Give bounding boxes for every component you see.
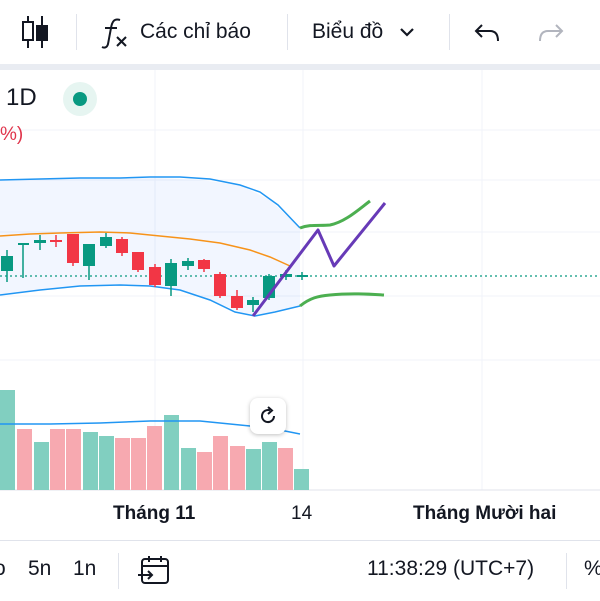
chart-type-label: Biểu đồ [312, 20, 384, 43]
volume-bar [131, 438, 146, 490]
redo-button[interactable] [536, 12, 566, 52]
user-drawn-trend-line[interactable] [251, 202, 387, 317]
bollinger-lower-band [0, 284, 301, 317]
volume-bar [278, 448, 293, 490]
toolbar-separator [449, 14, 450, 50]
candle-up [1, 250, 13, 282]
market-status-indicator[interactable] [63, 82, 97, 116]
volume-bar [99, 436, 114, 490]
volume-bar [246, 449, 261, 490]
volume-bar [230, 446, 245, 490]
chart-grid [0, 70, 600, 490]
candles-chart-type-button[interactable] [20, 12, 50, 52]
volume-bar [181, 448, 196, 490]
range-button-1d[interactable]: 1n [73, 557, 97, 580]
top-toolbar: Các chỉ báo Biểu đồ [0, 0, 600, 64]
percent-scale-toggle[interactable]: % [584, 557, 600, 581]
go-to-date-button[interactable] [138, 553, 172, 592]
volume-bar [262, 442, 277, 490]
time-axis-label: 14 [291, 503, 313, 524]
candlestick-series [1, 233, 308, 312]
candle-down [67, 234, 79, 266]
bottom-bar-separator [566, 553, 567, 589]
market-open-dot-icon [73, 92, 87, 106]
chart-type-dropdown[interactable]: Biểu đồ [312, 12, 419, 52]
volume-bar [115, 438, 130, 490]
candle-up [100, 233, 112, 248]
range-button-5d[interactable]: 5n [28, 557, 52, 580]
volume-bar [294, 469, 309, 490]
candle-up [297, 272, 308, 280]
bollinger-band-fill [0, 178, 300, 316]
forecast-lower-line [299, 292, 385, 308]
time-axis-label: Tháng Mười hai [413, 503, 557, 524]
bottom-bar-separator [118, 553, 119, 589]
function-fx-icon [101, 18, 127, 49]
reset-rotate-icon [261, 406, 276, 424]
volume-bar [34, 442, 49, 490]
volume-bar [147, 426, 162, 490]
volume-bar [213, 436, 228, 490]
candle-down [50, 235, 62, 247]
time-axis-label: Tháng 11 [113, 503, 196, 524]
volume-bar [83, 432, 98, 490]
volume-bar [0, 390, 15, 490]
candle-up [34, 235, 46, 250]
toolbar-divider [0, 64, 600, 70]
indicators-button[interactable]: Các chỉ báo [100, 12, 251, 52]
reset-chart-button[interactable] [250, 398, 286, 434]
volume-bar [50, 429, 65, 490]
bottom-range-bar: o 5n 1n 11:38:29 (UTC+7) % [0, 540, 600, 601]
candle-up [83, 244, 95, 280]
toolbar-separator [76, 14, 77, 50]
calendar-arrow-icon [138, 556, 169, 584]
candle-up [18, 243, 29, 278]
price-chart-canvas[interactable] [0, 70, 600, 550]
clock-timezone-button[interactable]: 11:38:29 (UTC+7) [367, 557, 535, 580]
volume-bar [17, 429, 32, 490]
bollinger-upper-band [0, 176, 301, 229]
toolbar-separator [287, 14, 288, 50]
candle-down [198, 259, 210, 272]
undo-button[interactable] [472, 12, 502, 52]
bollinger-basis [0, 231, 291, 267]
price-change-percent: %) [0, 124, 24, 145]
candlestick-icon [22, 16, 48, 48]
candle-down [149, 264, 161, 287]
candle-down [214, 272, 226, 298]
interval-label: 1D [6, 84, 37, 111]
indicators-label: Các chỉ báo [140, 20, 251, 43]
candle-down [116, 237, 128, 256]
volume-bar [164, 415, 179, 490]
volume-bar [197, 452, 212, 490]
undo-icon [474, 24, 499, 42]
chevron-down-icon [400, 28, 415, 37]
candle-up [165, 259, 177, 296]
candle-up [182, 258, 194, 270]
volume-series [0, 390, 309, 490]
candle-down [231, 290, 243, 310]
candle-up [247, 297, 259, 312]
forecast-upper-line [299, 199, 371, 230]
volume-bar [66, 429, 81, 490]
candle-down [132, 252, 144, 272]
range-button-partial[interactable]: o [0, 557, 6, 581]
redo-icon [539, 24, 564, 42]
